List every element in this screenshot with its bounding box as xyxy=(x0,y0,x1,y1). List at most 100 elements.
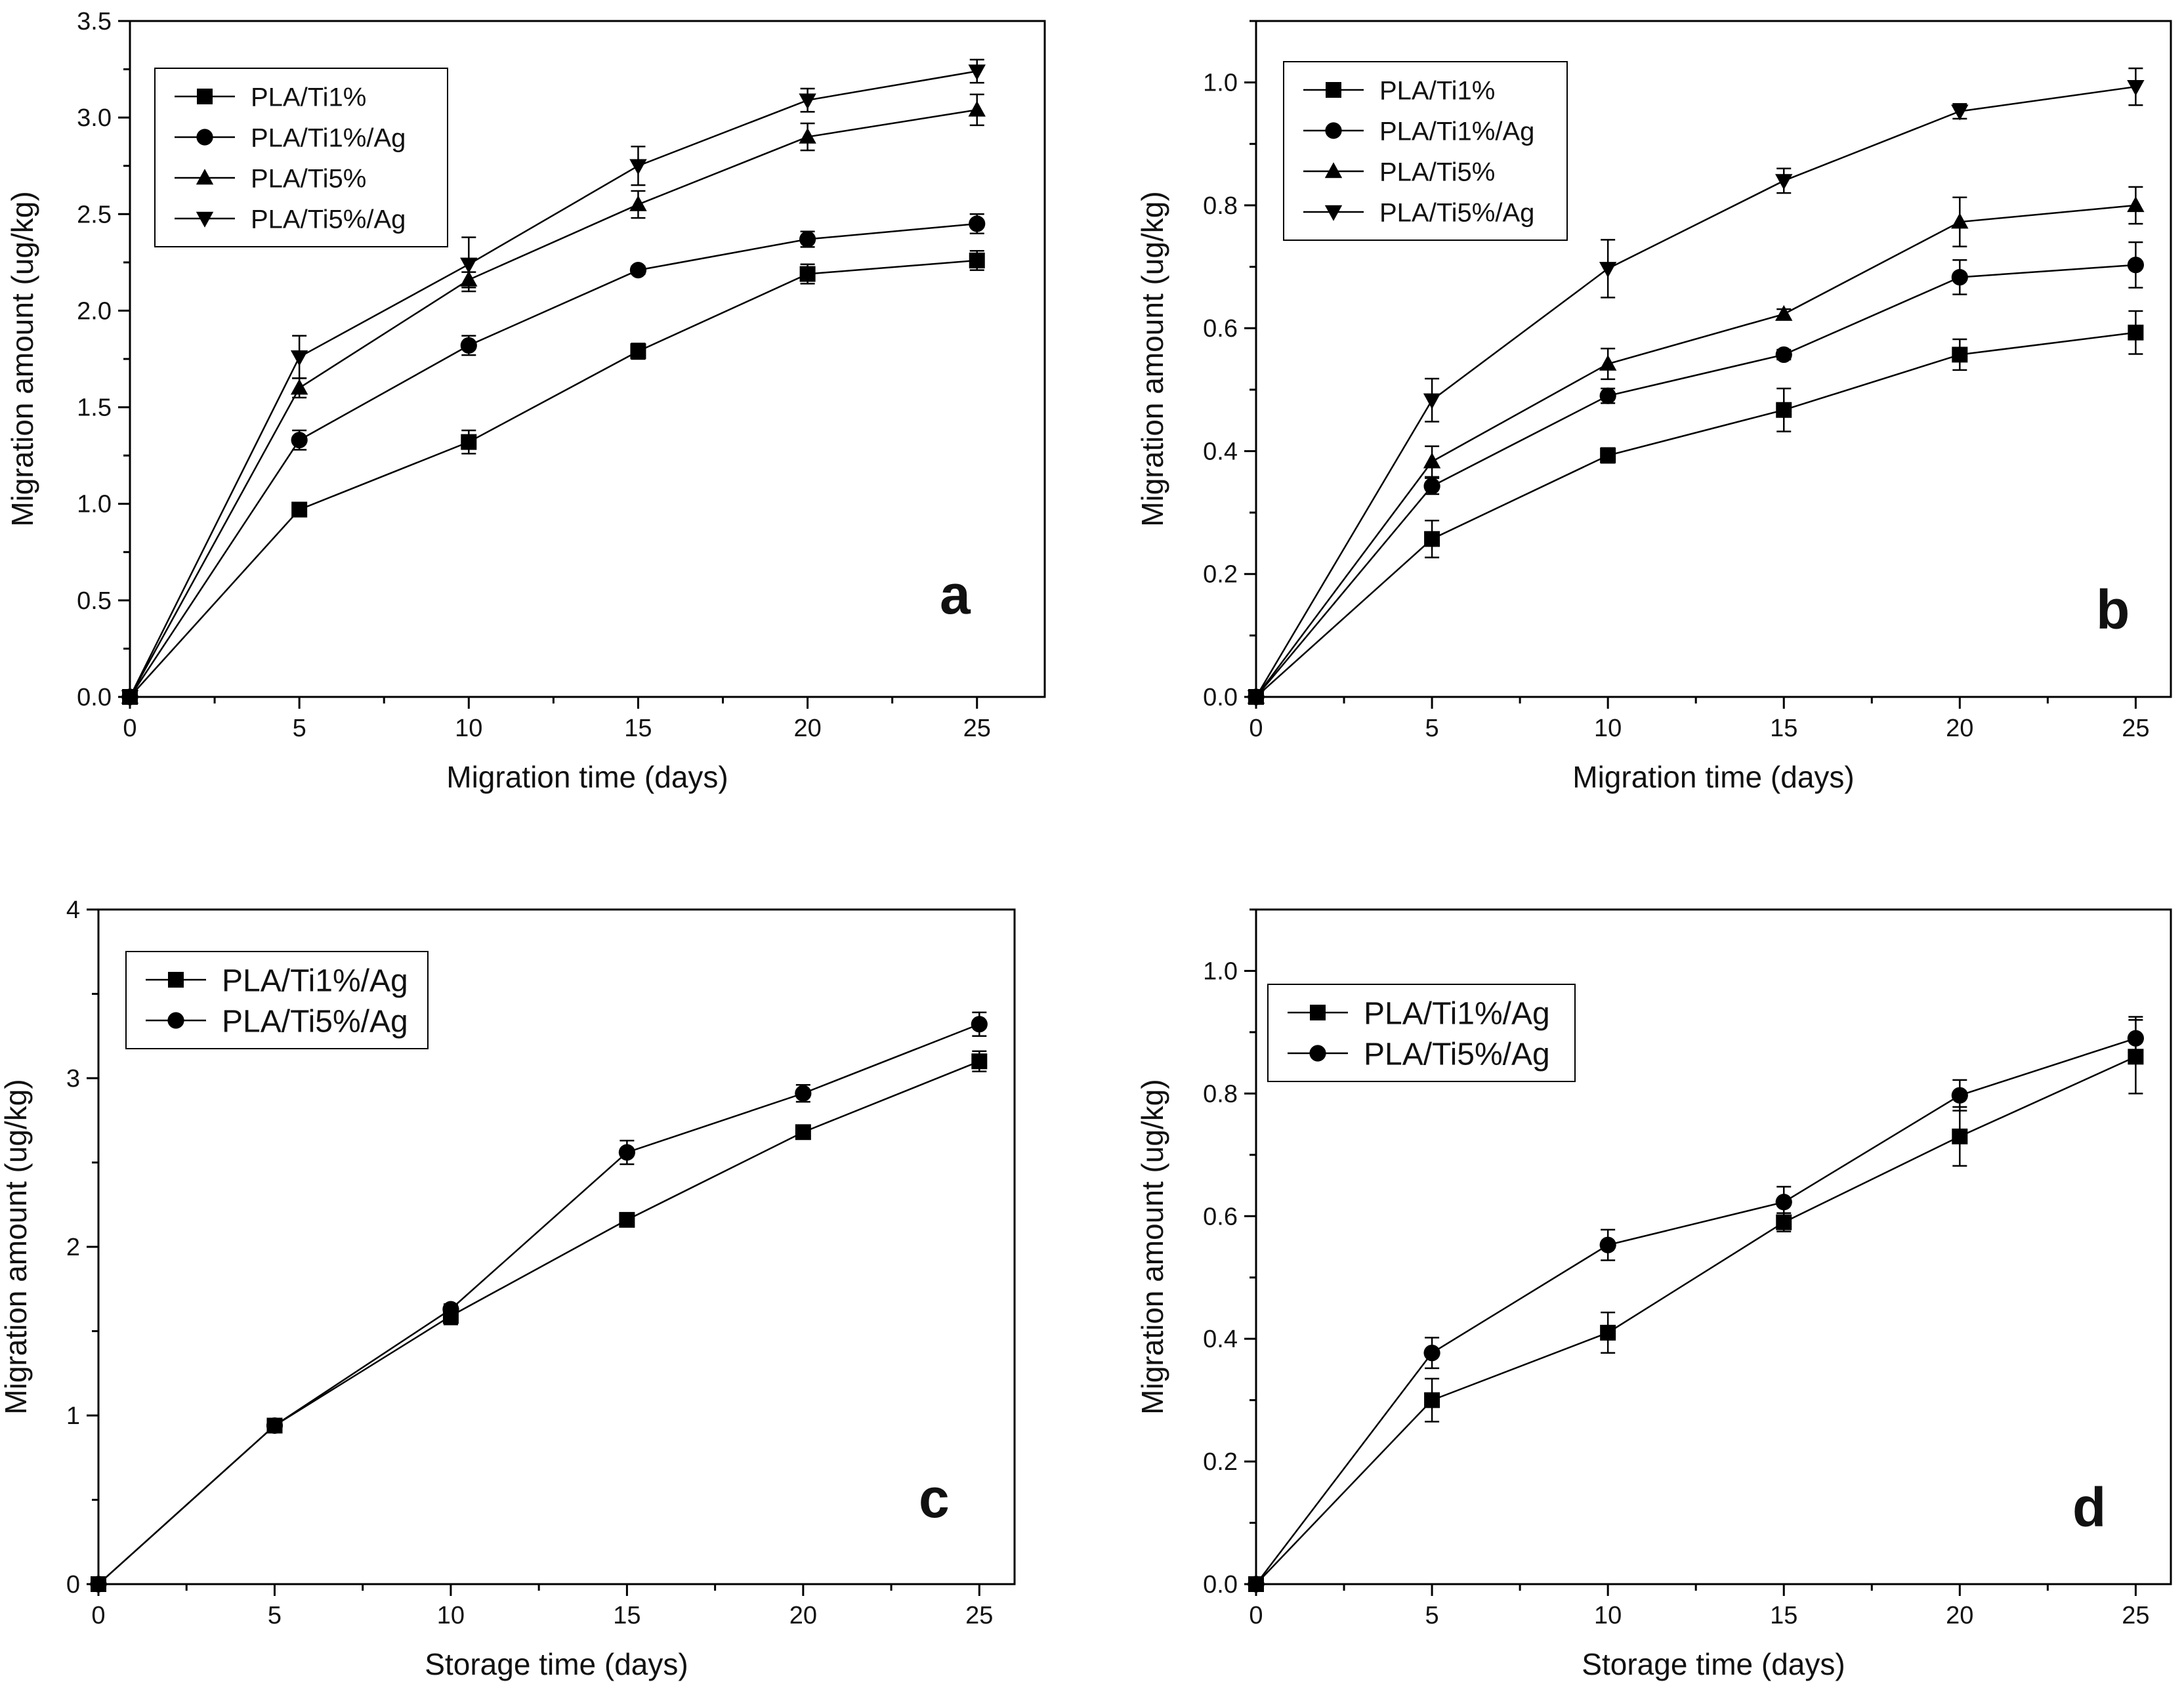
x-tick-label: 5 xyxy=(268,1602,282,1629)
series-line xyxy=(98,1060,980,1585)
data-point xyxy=(290,350,308,366)
data-point xyxy=(795,1085,812,1102)
legend-marker xyxy=(168,972,184,988)
y-tick-label: 1.0 xyxy=(1203,957,1238,985)
legend-item: PLA/Ti5%/Ag xyxy=(1288,1037,1550,1072)
data-point xyxy=(442,1301,459,1318)
data-point xyxy=(2127,257,2144,274)
x-axis-title: Storage time (days) xyxy=(425,1647,688,1681)
data-point xyxy=(2127,79,2145,96)
x-tick-label: 10 xyxy=(455,715,482,742)
data-point xyxy=(799,93,816,110)
series-line xyxy=(1255,331,2136,698)
legend-label: PLA/Ti5% xyxy=(1379,157,1495,186)
panel-label: b xyxy=(2096,579,2130,640)
legend-marker xyxy=(1324,162,1343,178)
series-pla-ti1-ag xyxy=(91,1050,988,1592)
series-pla-ti5- xyxy=(1247,186,2145,704)
series-pla-ti5-ag xyxy=(1247,67,2145,706)
legend-box xyxy=(125,951,429,1049)
data-point xyxy=(795,1124,811,1141)
x-tick-label: 10 xyxy=(1594,715,1622,742)
data-point xyxy=(799,127,816,144)
data-point xyxy=(1424,531,1440,547)
x-tick-label: 25 xyxy=(2122,715,2149,742)
data-point xyxy=(1247,690,1265,706)
data-point xyxy=(2127,196,2145,213)
legend-box xyxy=(1267,984,1576,1082)
data-point xyxy=(1600,448,1616,464)
y-tick-label: 0.0 xyxy=(77,684,112,711)
x-tick-label: 20 xyxy=(789,1602,817,1629)
x-tick-label: 0 xyxy=(1249,1602,1263,1629)
legend-label: PLA/Ti1% xyxy=(1379,76,1495,105)
legend-label: PLA/Ti5%/Ag xyxy=(1379,198,1534,227)
series-pla-ti5-ag xyxy=(90,1011,988,1593)
data-point xyxy=(799,230,816,248)
y-tick-label: 1 xyxy=(66,1402,80,1430)
data-point xyxy=(1423,393,1441,409)
y-tick-label: 2.0 xyxy=(77,297,112,325)
series-pla-ti1-ag xyxy=(121,213,986,705)
data-point xyxy=(1599,1236,1616,1253)
series-line xyxy=(129,109,977,698)
legend-label: PLA/Ti5% xyxy=(251,164,366,193)
legend-marker xyxy=(167,1012,184,1029)
y-tick-label: 0.5 xyxy=(77,587,112,615)
legend: PLA/Ti1%/Ag PLA/Ti5%/Ag xyxy=(125,951,429,1049)
data-point xyxy=(1248,1576,1265,1593)
series-line xyxy=(1255,1056,2136,1585)
y-tick-label: 0.2 xyxy=(1203,561,1238,589)
legend-marker xyxy=(1326,82,1341,98)
data-point xyxy=(968,64,986,81)
y-tick-label: 1.0 xyxy=(1203,70,1238,97)
legend-item: PLA/Ti5% xyxy=(175,164,366,193)
data-point xyxy=(121,690,139,706)
legend: PLA/Ti1% PLA/Ti1%/Ag PLA/Ti5% PLA/Ti5%/Ag xyxy=(154,68,448,247)
data-point xyxy=(1600,1324,1616,1341)
series-line xyxy=(129,222,977,698)
data-point xyxy=(90,1576,107,1593)
data-point xyxy=(461,434,477,450)
data-point xyxy=(971,1016,988,1033)
y-tick-label: 0.0 xyxy=(1203,684,1238,711)
panel-label: d xyxy=(2072,1477,2106,1538)
data-point xyxy=(1423,452,1441,469)
legend-label: PLA/Ti1% xyxy=(251,83,366,112)
legend-label: PLA/Ti1%/Ag xyxy=(222,963,408,998)
series-pla-ti5-ag xyxy=(121,58,986,706)
data-point xyxy=(1952,1128,1968,1144)
y-tick-label: 2.5 xyxy=(77,201,112,228)
data-point xyxy=(1423,478,1440,495)
data-point xyxy=(1951,213,1969,229)
data-point xyxy=(969,215,986,232)
data-point xyxy=(799,266,816,282)
y-tick-label: 3 xyxy=(66,1065,80,1093)
x-tick-label: 20 xyxy=(793,715,821,742)
y-tick-label: 0.4 xyxy=(1203,438,1238,465)
data-point xyxy=(630,343,646,360)
legend-item: PLA/Ti5%/Ag xyxy=(146,1004,408,1039)
legend-label: PLA/Ti5%/Ag xyxy=(251,205,406,234)
data-point xyxy=(1599,262,1617,278)
data-point xyxy=(2127,1030,2144,1047)
y-axis-title: Migration amount (ug/kg) xyxy=(1135,191,1169,526)
series-pla-ti1-ag xyxy=(1248,1018,2144,1592)
series-line xyxy=(129,259,977,698)
x-tick-label: 10 xyxy=(1594,1602,1622,1629)
data-point xyxy=(618,1144,635,1161)
chart-panel-b: 0 5 10 15 20 25 0.0 0.2 0.4 0.6 0.8 1.0 Migration ti… xyxy=(1135,20,2172,794)
legend-item: PLA/Ti5% xyxy=(1303,157,1495,186)
series-pla-ti5-ag xyxy=(1248,1016,2144,1593)
panel-label: c xyxy=(919,1467,950,1529)
x-tick-label: 15 xyxy=(613,1602,640,1629)
data-point xyxy=(1952,346,1968,363)
x-tick-label: 0 xyxy=(123,715,136,742)
legend-item: PLA/Ti1%/Ag xyxy=(146,963,408,998)
x-axis-title: Storage time (days) xyxy=(1582,1647,1845,1681)
legend-label: PLA/Ti1%/Ag xyxy=(1379,117,1534,146)
legend: PLA/Ti1%/Ag PLA/Ti5%/Ag xyxy=(1267,984,1576,1082)
legend-item: PLA/Ti1%/Ag xyxy=(175,123,406,152)
plot-frame xyxy=(1255,908,2172,1585)
data-point xyxy=(1599,387,1616,404)
